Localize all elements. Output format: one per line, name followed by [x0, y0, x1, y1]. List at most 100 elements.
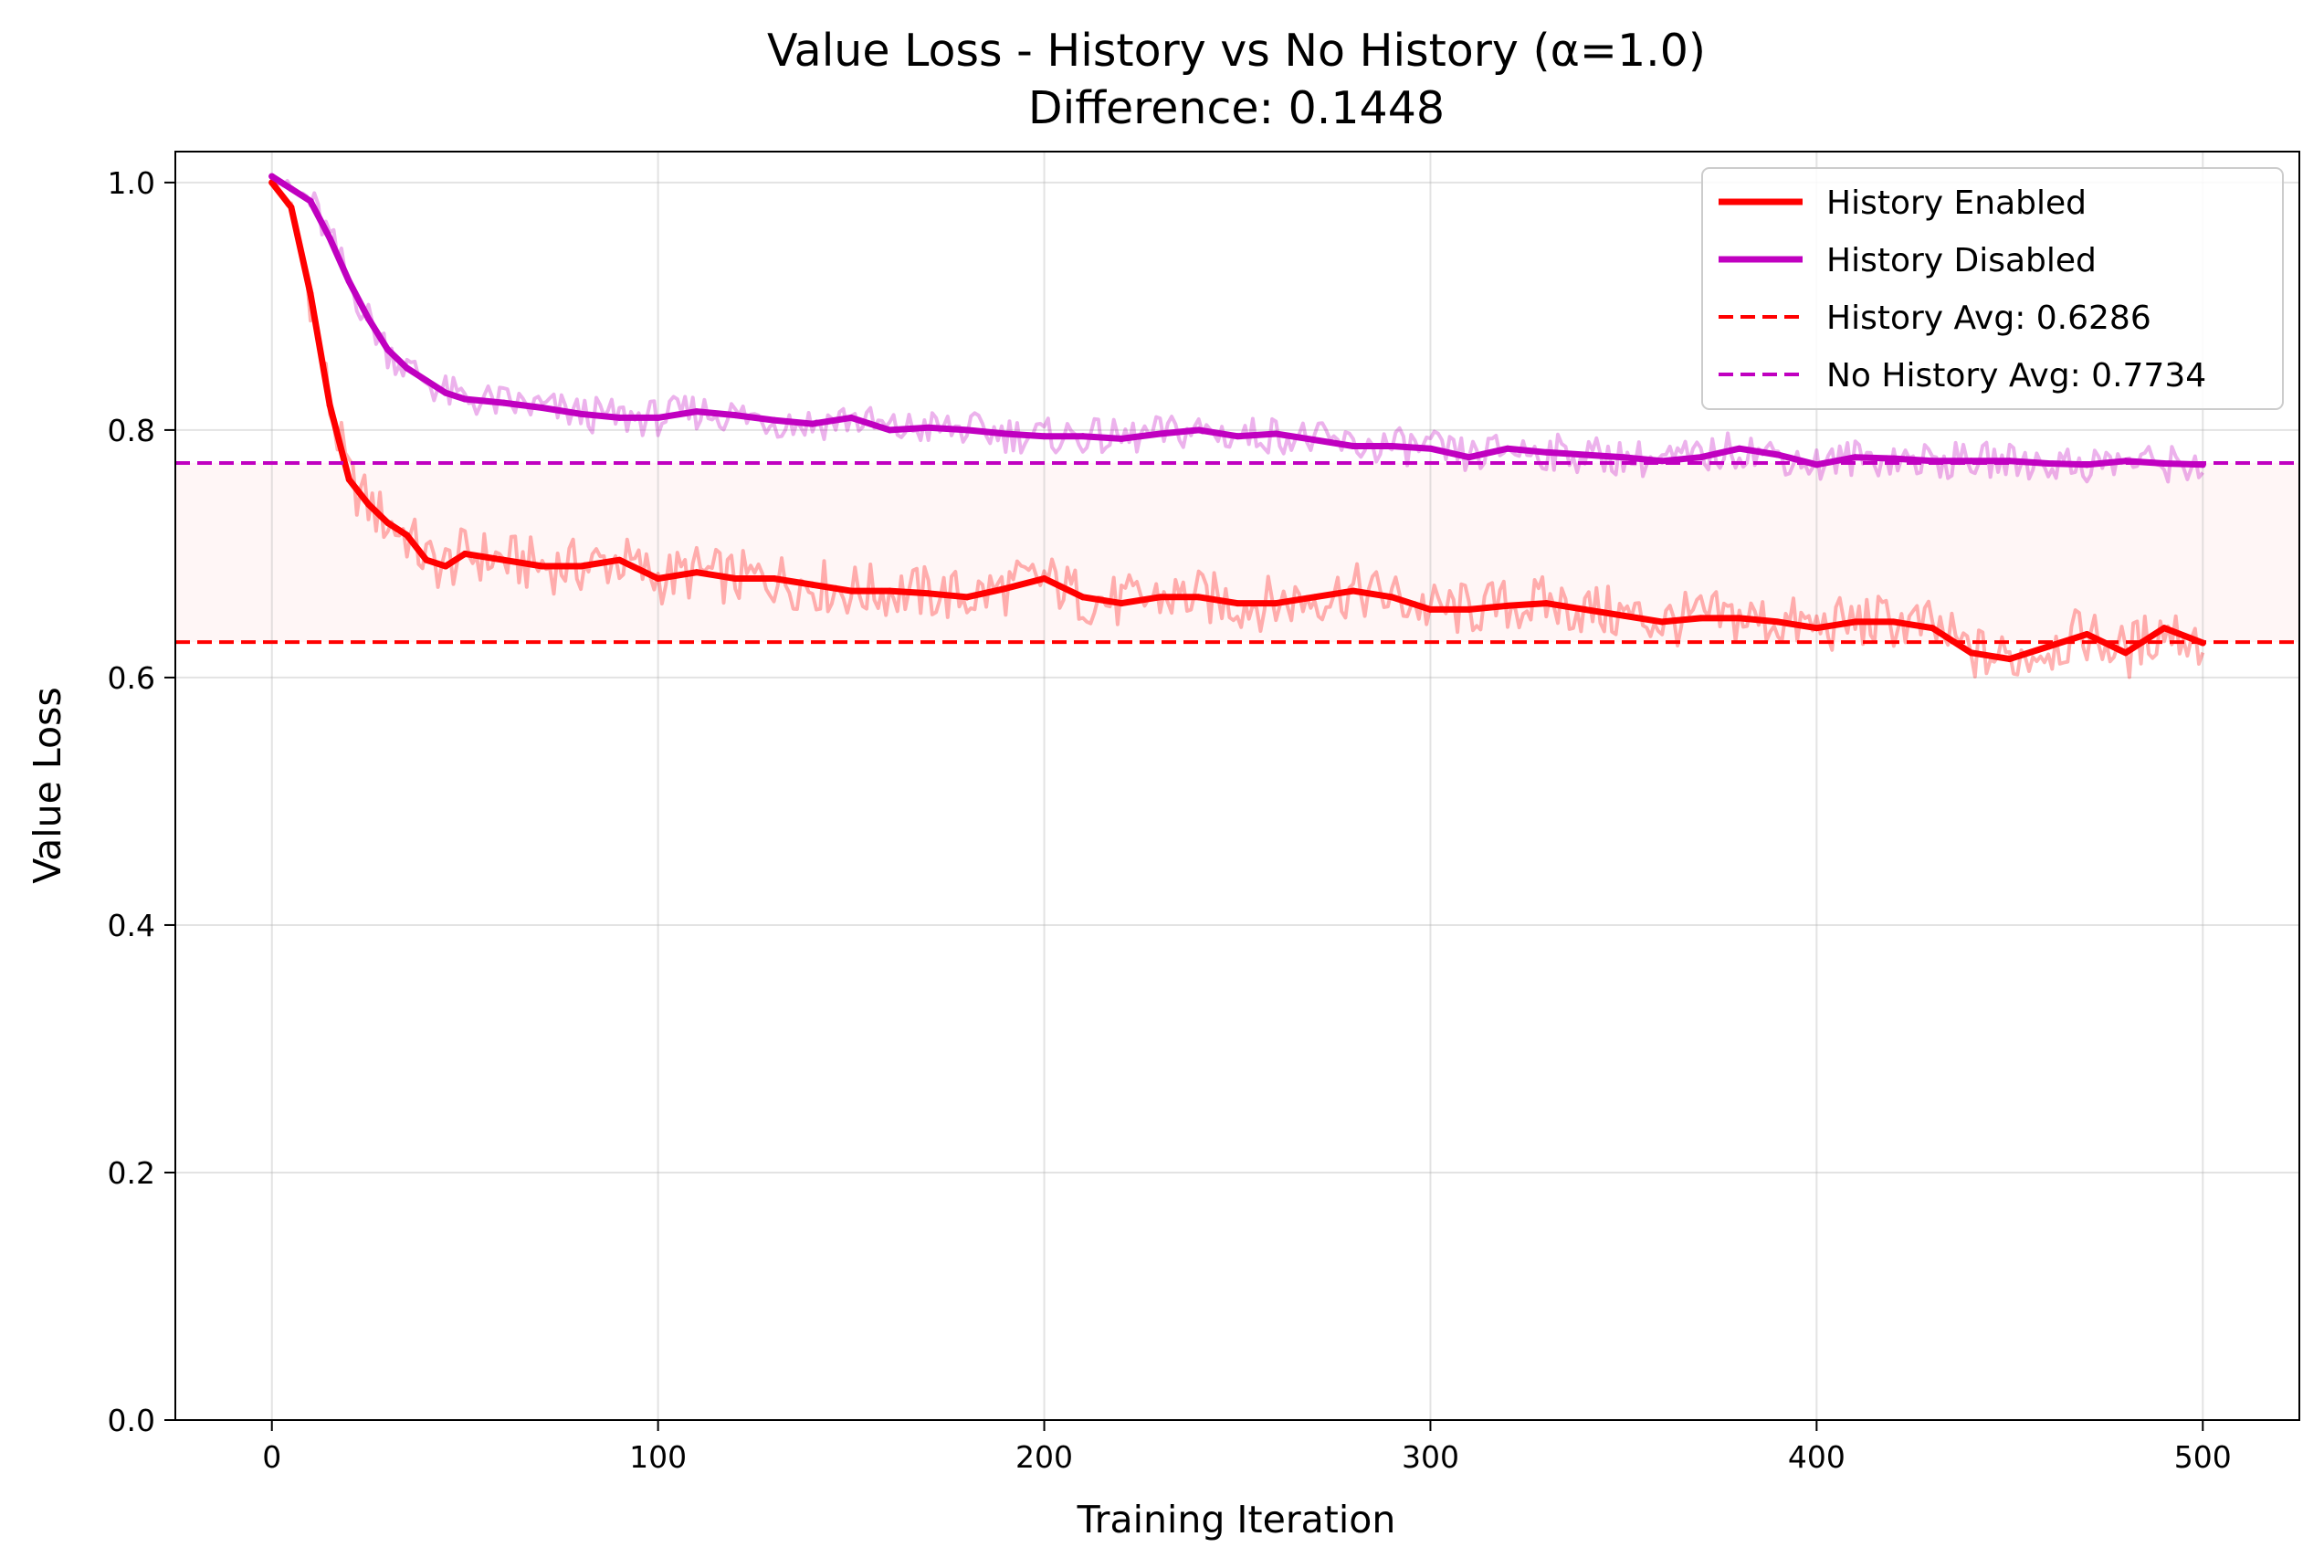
x-tick-label: 300 — [1402, 1439, 1459, 1475]
series-point — [1388, 443, 1395, 450]
series-point — [847, 414, 855, 421]
series-point — [1658, 458, 1666, 465]
series-point — [2122, 649, 2129, 657]
x-tick-label: 400 — [1788, 1439, 1846, 1475]
series-point — [1968, 649, 1975, 657]
series-point — [1156, 594, 1163, 601]
x-tick-label: 0 — [262, 1439, 281, 1475]
series-point — [577, 410, 584, 417]
series-point — [1195, 594, 1203, 601]
series-point — [1620, 454, 1627, 461]
series-point — [1697, 454, 1704, 461]
y-tick-label: 0.8 — [108, 413, 155, 448]
series-point — [1890, 455, 1898, 462]
series-point — [731, 412, 739, 419]
chart-title: Value Loss - History vs No History (α=1.… — [767, 25, 1706, 77]
series-point — [364, 500, 372, 508]
series-point — [577, 563, 584, 570]
x-ticks: 0 100 200 300 400 500 — [262, 1420, 2232, 1475]
series-point — [1929, 625, 1936, 632]
series-point — [404, 531, 411, 539]
series-point — [2161, 625, 2168, 632]
series-point — [925, 590, 932, 597]
series-point — [1234, 433, 1241, 440]
series-point — [1156, 430, 1163, 437]
series-point — [268, 173, 276, 180]
series-point — [1774, 618, 1782, 626]
series-point — [1311, 437, 1319, 444]
grid-layer — [175, 152, 2299, 1421]
series-point — [442, 389, 449, 396]
average-lines-layer — [175, 460, 2299, 645]
x-tick-label: 100 — [629, 1439, 687, 1475]
legend: History Enabled History Disabled History A… — [1701, 167, 2284, 410]
x-tick-label: 500 — [2174, 1439, 2232, 1475]
series-point — [1582, 451, 1589, 458]
series-point — [1079, 594, 1087, 601]
y-axis-label: Value Loss — [26, 687, 69, 884]
difference-band — [175, 462, 2299, 643]
series-point — [809, 420, 816, 427]
series-point — [384, 346, 392, 353]
y-tick-label: 0.2 — [108, 1155, 155, 1191]
legend-frame — [1701, 167, 2284, 410]
series-point — [655, 575, 662, 583]
x-axis-label: Training Iteration — [1077, 1498, 1396, 1542]
series-point — [1542, 448, 1550, 456]
series-point — [461, 550, 468, 557]
series-point — [384, 520, 392, 527]
series-point — [1272, 430, 1279, 437]
legend-entry-label: History Enabled — [1826, 184, 2087, 222]
y-tick-label: 0.4 — [108, 908, 155, 943]
legend-items: History Enabled History Disabled History A… — [1719, 184, 2206, 395]
series-point — [693, 408, 700, 416]
series-point — [2083, 630, 2090, 637]
y-tick-label: 0.0 — [108, 1403, 155, 1438]
series-point — [1426, 445, 1434, 452]
series-point — [1697, 615, 1704, 622]
series-point — [423, 377, 430, 384]
series-point — [1466, 454, 1473, 461]
series-point — [442, 563, 449, 570]
series-point — [1118, 600, 1125, 607]
series-point — [1426, 605, 1434, 613]
series-point — [539, 563, 546, 570]
chart-subtitle: Difference: 0.1448 — [1028, 82, 1445, 134]
series-point — [1774, 451, 1782, 458]
series-point — [1272, 600, 1279, 607]
series-point — [404, 364, 411, 372]
legend-entry-label: History Disabled — [1826, 242, 2097, 279]
series-line-history-disabled — [268, 173, 2206, 468]
series-point — [1002, 430, 1009, 437]
y-tick-label: 0.6 — [108, 660, 155, 696]
series-point — [1620, 612, 1627, 619]
series-point — [1079, 433, 1087, 440]
series-point — [2161, 459, 2168, 467]
series-point — [288, 204, 295, 211]
series-point — [345, 476, 352, 483]
series-point — [307, 290, 314, 298]
series-point — [1736, 445, 1743, 452]
series-point — [963, 426, 971, 434]
y-ticks: 0.0 0.2 0.4 0.6 0.8 1.0 — [108, 165, 175, 1438]
series-point — [1041, 433, 1048, 440]
series-point — [886, 587, 893, 595]
series-point — [771, 416, 778, 424]
series-point — [1041, 575, 1048, 583]
series-point — [1350, 587, 1357, 595]
series-point — [423, 556, 430, 563]
series-point — [1466, 605, 1473, 613]
series-point — [1736, 615, 1743, 622]
series-point — [539, 405, 546, 412]
series-point — [1118, 435, 1125, 442]
plot-frame — [174, 151, 2300, 1421]
series-point — [500, 556, 507, 563]
y-tick-label: 1.0 — [108, 165, 155, 201]
series-point — [886, 426, 893, 434]
series-point — [326, 402, 333, 409]
series-point — [1852, 618, 1859, 626]
series-point — [326, 235, 333, 242]
series-point — [963, 594, 971, 601]
series-point — [1852, 454, 1859, 461]
